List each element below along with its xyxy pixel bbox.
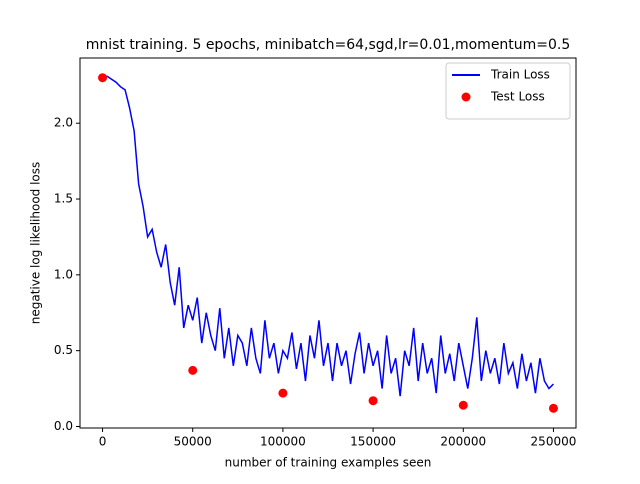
x-tick-label: 200000 [440, 435, 486, 449]
legend-label: Test Loss [490, 90, 545, 104]
test-loss-point [278, 388, 288, 398]
x-tick-label: 150000 [350, 435, 396, 449]
legend-box [445, 62, 571, 120]
y-tick-label: 2.0 [54, 116, 73, 130]
x-tick-label: 50000 [174, 435, 212, 449]
y-tick-label: 1.5 [54, 192, 73, 206]
plot-frame [79, 57, 577, 429]
legend-label: Train Loss [490, 68, 550, 82]
y-axis-label: negative log likelihood loss [29, 162, 43, 325]
x-axis-label: number of training examples seen [225, 456, 432, 470]
train-loss-line [102, 75, 554, 397]
test-loss-point [98, 73, 108, 83]
test-loss-point [188, 365, 198, 375]
x-tick-label: 0 [99, 435, 107, 449]
y-tick-label: 1.0 [54, 267, 73, 281]
legend-dot [461, 92, 471, 102]
y-tick-label: 0.5 [54, 343, 73, 357]
test-loss-point [548, 403, 558, 413]
x-tick-label: 250000 [531, 435, 577, 449]
chart-title: mnist training. 5 epochs, minibatch=64,s… [86, 37, 571, 53]
test-loss-point [368, 396, 378, 406]
test-loss-point [458, 400, 468, 410]
x-tick-label: 100000 [260, 435, 306, 449]
y-tick-label: 0.0 [54, 419, 73, 433]
